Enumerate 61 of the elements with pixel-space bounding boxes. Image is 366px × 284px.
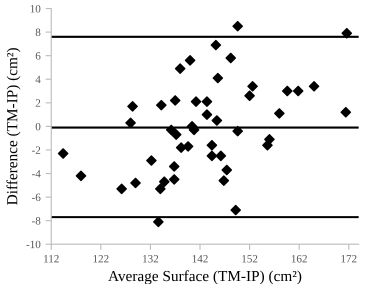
- point: [170, 129, 182, 140]
- point: [155, 184, 166, 194]
- point: [174, 63, 186, 74]
- point: [202, 96, 212, 107]
- point: [221, 164, 232, 176]
- y-tick-label: -2: [32, 146, 40, 154]
- y-tick-label: -10: [26, 240, 40, 248]
- y-tick-label: 10: [30, 4, 40, 12]
- point: [232, 20, 243, 32]
- point: [244, 90, 255, 102]
- x-axis-title: Average Surface (TM-IP) (cm²): [108, 270, 302, 284]
- y-tick-label: -6: [32, 194, 40, 202]
- point: [116, 184, 127, 194]
- point: [184, 55, 196, 66]
- y-tick-label: 8: [36, 28, 40, 36]
- point: [247, 81, 258, 92]
- point: [146, 155, 157, 166]
- x-tick-label: 132: [143, 255, 158, 262]
- y-tick-label: -8: [32, 217, 40, 225]
- point: [168, 161, 180, 172]
- point: [210, 40, 222, 50]
- point: [264, 134, 275, 145]
- point: [212, 115, 222, 126]
- point: [58, 148, 68, 159]
- point: [76, 170, 86, 182]
- point: [274, 108, 285, 119]
- point: [341, 28, 352, 39]
- point: [232, 126, 243, 136]
- point: [218, 175, 230, 186]
- point: [225, 52, 236, 64]
- point: [153, 216, 164, 228]
- point: [308, 81, 320, 92]
- point: [190, 96, 202, 107]
- point: [182, 141, 194, 152]
- point: [158, 176, 170, 188]
- y-tick-label: -4: [32, 170, 41, 178]
- y-axis-title: Difference (TM-IP) (cm²): [6, 48, 20, 205]
- point: [156, 100, 167, 110]
- point: [202, 109, 212, 120]
- point: [127, 101, 138, 112]
- x-tick-label: 122: [93, 255, 109, 262]
- x-tick-label: 142: [192, 255, 208, 262]
- point: [230, 204, 242, 216]
- point: [206, 150, 218, 162]
- x-tick-label: 112: [44, 255, 59, 262]
- point: [282, 86, 293, 96]
- point: [170, 95, 181, 106]
- point: [216, 150, 226, 162]
- x-tick-label: 172: [341, 255, 356, 262]
- x-tick-label: 162: [292, 255, 307, 262]
- point: [212, 72, 224, 84]
- y-tick-label: 4: [35, 76, 41, 84]
- point: [206, 140, 218, 151]
- point: [168, 174, 180, 185]
- y-tick-label: 2: [36, 99, 40, 107]
- point: [292, 86, 304, 96]
- point: [130, 178, 141, 188]
- y-tick-label: 0: [36, 122, 40, 130]
- x-tick-label: 152: [242, 255, 258, 262]
- point: [340, 106, 352, 118]
- y-tick-label: 6: [36, 52, 40, 60]
